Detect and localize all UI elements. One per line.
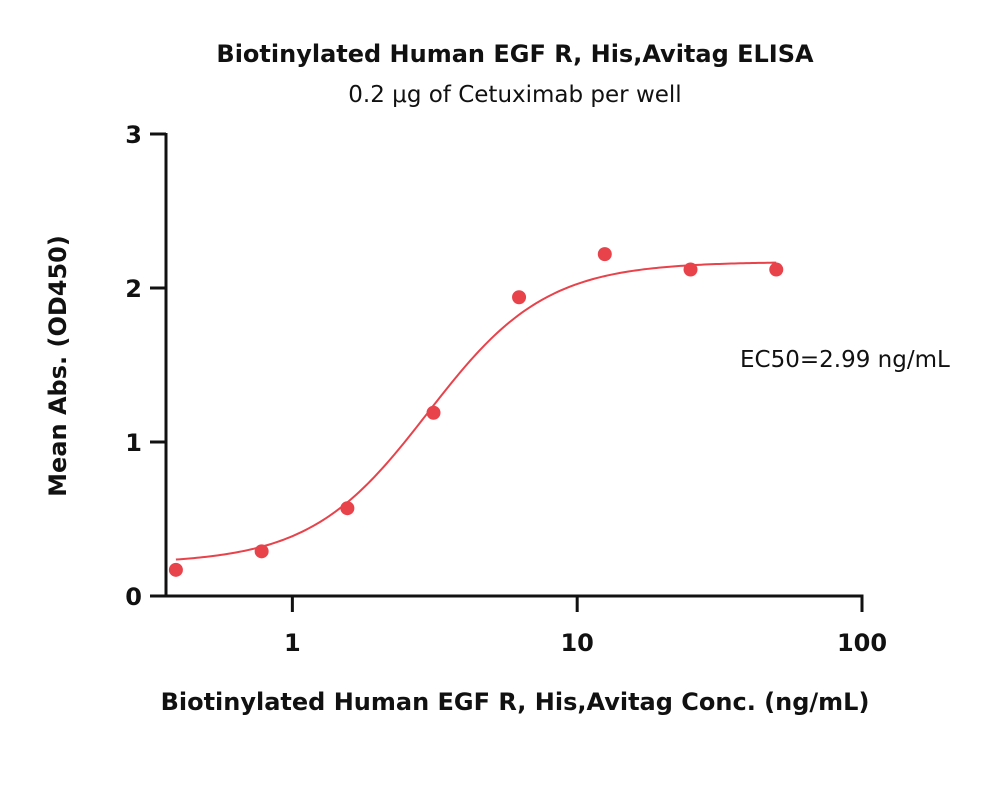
data-point — [340, 501, 355, 516]
data-point — [512, 290, 527, 305]
fit-curve — [175, 261, 777, 561]
data-point — [597, 247, 612, 262]
x-tick-label: 1 — [284, 629, 301, 657]
data-point — [254, 544, 269, 559]
chart-title: Biotinylated Human EGF R, His,Avitag ELI… — [216, 40, 814, 68]
y-tick-label: 3 — [125, 121, 142, 149]
data-point — [769, 262, 784, 277]
data-point — [426, 405, 441, 420]
points-layer — [168, 247, 784, 577]
y-axis-label: Mean Abs. (OD450) — [44, 235, 72, 497]
x-tick-label: 100 — [837, 629, 887, 657]
x-axis-label: Biotinylated Human EGF R, His,Avitag Con… — [161, 688, 870, 716]
chart-subtitle: 0.2 μg of Cetuximab per well — [348, 82, 681, 108]
axes — [164, 133, 864, 598]
data-point — [168, 562, 183, 577]
y-tick-label: 1 — [125, 429, 142, 457]
ticks: 0 1 2 3 1 10 100 — [125, 121, 887, 657]
x-tick-label: 10 — [560, 629, 593, 657]
y-tick-label: 2 — [125, 275, 142, 303]
data-point — [683, 262, 698, 277]
ec50-annotation: EC50=2.99 ng/mL — [740, 347, 950, 373]
fit-layer — [175, 261, 777, 561]
y-tick-label: 0 — [125, 583, 142, 611]
